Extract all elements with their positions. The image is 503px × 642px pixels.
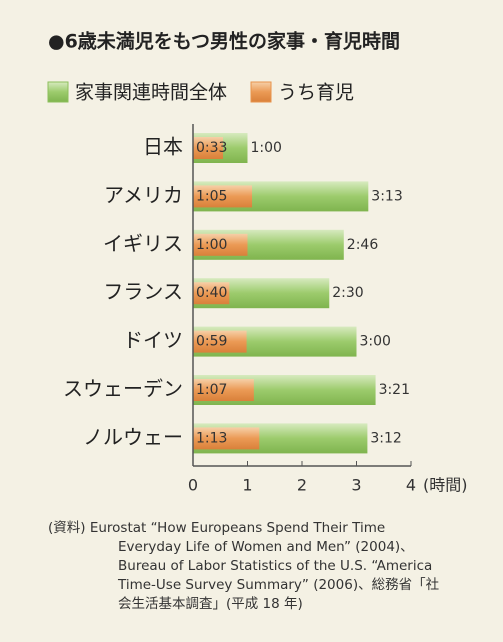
value-label: 0:40: [196, 285, 227, 301]
bar: [193, 185, 253, 208]
legend-swatch: [47, 81, 69, 103]
bar: [193, 379, 254, 401]
source-note: Time-Use Survey Summary” (2006)、総務省「社: [117, 577, 439, 593]
legend-label: 家事関連時間全体: [75, 82, 227, 104]
bar: [193, 282, 230, 305]
bar: [193, 330, 247, 353]
chart-title: ●6歳未満児をもつ男性の家事・育児時間: [48, 30, 400, 53]
value-label: 3:00: [360, 334, 391, 350]
value-label: 3:12: [370, 430, 401, 446]
source-note: Bureau of Labor Statistics of the U.S. “…: [118, 558, 432, 574]
x-axis-label: (時間): [423, 476, 468, 495]
value-label: 3:21: [379, 382, 410, 398]
y-tick-label: アメリカ: [104, 183, 183, 207]
value-label: 1:00: [251, 140, 282, 156]
bar: [193, 427, 260, 450]
value-label: 2:30: [332, 285, 363, 301]
bar: [193, 137, 223, 159]
value-label: 1:07: [196, 382, 227, 398]
y-tick-label: フランス: [103, 280, 183, 304]
source-note: 会生活基本調査」(平成 18 年): [118, 595, 303, 612]
x-tick-label: 2: [297, 476, 307, 495]
legend-swatch: [250, 81, 272, 103]
value-label: 0:33: [196, 140, 227, 156]
value-label: 3:13: [371, 188, 402, 204]
y-tick-label: ノルウェー: [83, 425, 183, 449]
y-tick-label: 日本: [143, 135, 183, 159]
value-label: 0:59: [196, 334, 227, 350]
y-tick-label: ドイツ: [123, 328, 183, 352]
y-tick-label: スウェーデン: [63, 377, 183, 401]
x-tick-label: 0: [188, 476, 198, 495]
source-note: (資料) Eurostat “How Europeans Spend Their…: [48, 520, 385, 536]
x-tick-label: 1: [242, 476, 252, 495]
value-label: 1:00: [196, 237, 227, 253]
value-label: 2:46: [347, 237, 379, 253]
x-tick-label: 3: [351, 476, 361, 495]
legend-label: うち育児: [278, 82, 354, 104]
y-tick-label: イギリス: [103, 231, 183, 255]
value-label: 1:13: [196, 430, 227, 446]
value-label: 1:05: [196, 188, 227, 204]
x-tick-label: 4: [406, 476, 416, 495]
source-note: Everyday Life of Women and Men” (2004)、: [118, 539, 414, 555]
bar: [193, 233, 248, 256]
